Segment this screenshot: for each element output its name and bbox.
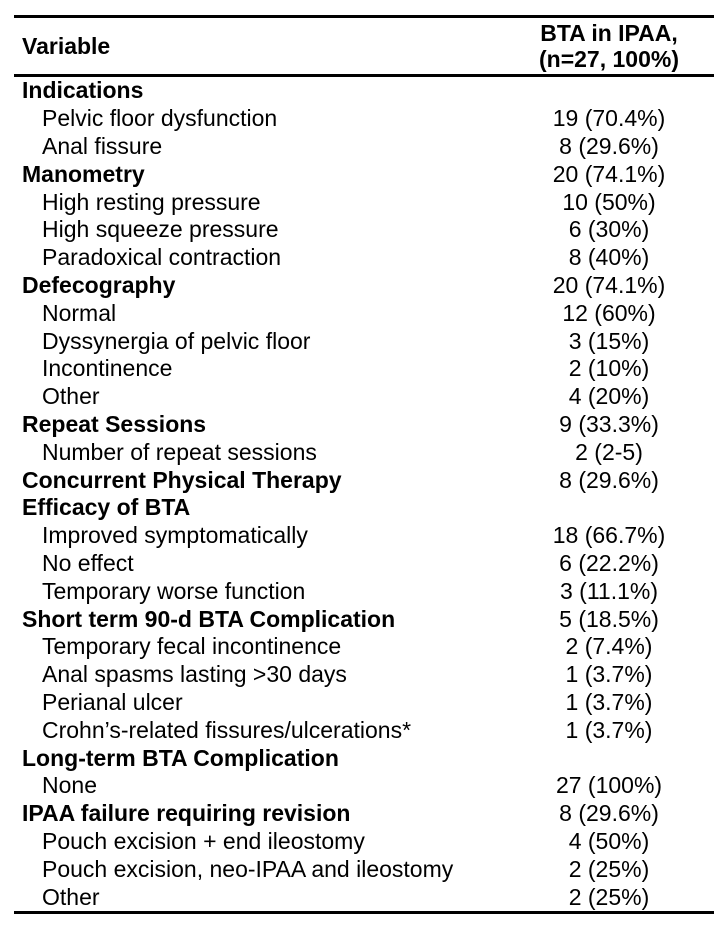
table-row: Temporary fecal incontinence 2 (7.4%) bbox=[14, 633, 714, 661]
table-row: Pouch excision + end ileostomy 4 (50%) bbox=[14, 828, 714, 856]
column-header-value-line1: BTA in IPAA, bbox=[540, 20, 678, 46]
row-label: Temporary fecal incontinence bbox=[42, 633, 342, 660]
row-label: IPAA failure requiring revision bbox=[22, 800, 351, 827]
column-header-value: BTA in IPAA, (n=27, 100%) bbox=[504, 20, 714, 72]
table-row: Long-term BTA Complication bbox=[14, 744, 714, 772]
row-label: Concurrent Physical Therapy bbox=[22, 466, 342, 493]
table-row: Short term 90-d BTA Complication 5 (18.5%… bbox=[14, 605, 714, 633]
table-row: High squeeze pressure 6 (30%) bbox=[14, 216, 714, 244]
row-value: 20 (74.1%) bbox=[552, 271, 666, 298]
row-label: Long-term BTA Complication bbox=[22, 744, 339, 771]
row-label: Efficacy of BTA bbox=[22, 494, 191, 521]
row-value: 2 (25%) bbox=[568, 883, 650, 910]
row-value: 19 (70.4%) bbox=[552, 105, 666, 132]
row-label: Improved symptomatically bbox=[42, 522, 308, 549]
table-row: High resting pressure 10 (50%) bbox=[14, 188, 714, 216]
row-value: 3 (15%) bbox=[568, 327, 650, 354]
row-value: 1 (3.7%) bbox=[565, 661, 653, 688]
row-label: High squeeze pressure bbox=[42, 216, 279, 243]
row-label: Anal spasms lasting >30 days bbox=[42, 661, 347, 688]
table-row: Crohn’s-related fissures/ulcerations* 1 (… bbox=[14, 716, 714, 744]
row-value: 8 (40%) bbox=[568, 244, 650, 271]
row-value: 3 (11.1%) bbox=[559, 577, 658, 604]
row-value: 27 (100%) bbox=[555, 772, 663, 799]
table-row: No effect 6 (22.2%) bbox=[14, 550, 714, 578]
row-value: 5 (18.5%) bbox=[559, 605, 659, 632]
row-value: 6 (30%) bbox=[568, 216, 650, 243]
row-label: Pelvic floor dysfunction bbox=[42, 105, 278, 132]
row-label: Defecography bbox=[22, 271, 176, 298]
row-value: 8 (29.6%) bbox=[559, 132, 659, 159]
table-row: None 27 (100%) bbox=[14, 772, 714, 800]
row-label: Temporary worse function bbox=[42, 577, 306, 604]
table-row: Normal 12 (60%) bbox=[14, 299, 714, 327]
table-row: Other 4 (20%) bbox=[14, 383, 714, 411]
row-label: Other bbox=[42, 383, 100, 410]
table-row: Repeat Sessions 9 (33.3%) bbox=[14, 411, 714, 439]
bta-ipaa-outcomes-table: Variable BTA in IPAA, (n=27, 100%) Indic… bbox=[14, 15, 714, 914]
row-label: Other bbox=[42, 883, 100, 910]
row-label: None bbox=[42, 772, 97, 799]
table-row: Concurrent Physical Therapy 8 (29.6%) bbox=[14, 466, 714, 494]
table-row: Perianal ulcer 1 (3.7%) bbox=[14, 689, 714, 717]
row-value: 8 (29.6%) bbox=[559, 800, 659, 827]
row-value: 10 (50%) bbox=[562, 188, 656, 215]
table-row: IPAA failure requiring revision 8 (29.6%) bbox=[14, 800, 714, 828]
row-label: No effect bbox=[42, 549, 134, 576]
table-row: Pelvic floor dysfunction 19 (70.4%) bbox=[14, 105, 714, 133]
row-value: 1 (3.7%) bbox=[565, 688, 653, 715]
table-row: Manometry 20 (74.1%) bbox=[14, 160, 714, 188]
table-row: Dyssynergia of pelvic floor 3 (15%) bbox=[14, 327, 714, 355]
row-label: Pouch excision, neo-IPAA and ileostomy bbox=[42, 855, 454, 882]
row-value: 1 (3.7%) bbox=[565, 716, 653, 743]
row-label: Normal bbox=[42, 299, 117, 326]
row-value: 18 (66.7%) bbox=[552, 522, 666, 549]
row-value: 4 (20%) bbox=[568, 383, 650, 410]
row-label: Crohn’s-related fissures/ulcerations* bbox=[42, 716, 412, 743]
row-label: Short term 90-d BTA Complication bbox=[22, 605, 396, 632]
table-row: Temporary worse function 3 (11.1%) bbox=[14, 577, 714, 605]
table-row: Pouch excision, neo-IPAA and ileostomy 2 … bbox=[14, 855, 714, 883]
row-value: 20 (74.1%) bbox=[552, 160, 666, 187]
table-row: Improved symptomatically 18 (66.7%) bbox=[14, 522, 714, 550]
row-label: Repeat Sessions bbox=[22, 410, 207, 437]
table-row: Indications bbox=[14, 77, 714, 105]
row-value: 9 (33.3%) bbox=[559, 410, 659, 437]
row-label: Pouch excision + end ileostomy bbox=[42, 827, 365, 854]
row-value: 6 (22.2%) bbox=[559, 549, 659, 576]
table-row: Paradoxical contraction 8 (40%) bbox=[14, 244, 714, 272]
table-row: Efficacy of BTA bbox=[14, 494, 714, 522]
table-row: Number of repeat sessions 2 (2-5) bbox=[14, 438, 714, 466]
column-header-value-line2: (n=27, 100%) bbox=[539, 46, 679, 72]
table-row: Anal spasms lasting >30 days 1 (3.7%) bbox=[14, 661, 714, 689]
row-label: Number of repeat sessions bbox=[42, 438, 317, 465]
row-label: Paradoxical contraction bbox=[42, 244, 282, 271]
table-body: Indications Pelvic floor dysfunction 19 (7… bbox=[14, 77, 714, 914]
row-value: 2 (2-5) bbox=[575, 438, 643, 465]
row-label: Manometry bbox=[22, 160, 145, 187]
row-label: Anal fissure bbox=[42, 132, 163, 159]
row-label: High resting pressure bbox=[42, 188, 261, 215]
table-row: Anal fissure 8 (29.6%) bbox=[14, 133, 714, 161]
row-value: 4 (50%) bbox=[568, 827, 650, 854]
row-value: 2 (10%) bbox=[568, 355, 650, 382]
row-label: Incontinence bbox=[42, 355, 173, 382]
row-value: 2 (25%) bbox=[568, 855, 650, 882]
row-value: 2 (7.4%) bbox=[565, 633, 653, 660]
row-label: Dyssynergia of pelvic floor bbox=[42, 327, 311, 354]
column-header-variable: Variable bbox=[22, 32, 111, 59]
table-row: Incontinence 2 (10%) bbox=[14, 355, 714, 383]
table-header-row: Variable BTA in IPAA, (n=27, 100%) bbox=[14, 18, 714, 77]
row-value: 12 (60%) bbox=[562, 299, 656, 326]
table-row: Defecography 20 (74.1%) bbox=[14, 272, 714, 300]
row-label: Indications bbox=[22, 77, 144, 104]
row-value: 8 (29.6%) bbox=[559, 466, 659, 493]
table-row: Other 2 (25%) bbox=[14, 883, 714, 911]
row-label: Perianal ulcer bbox=[42, 688, 183, 715]
